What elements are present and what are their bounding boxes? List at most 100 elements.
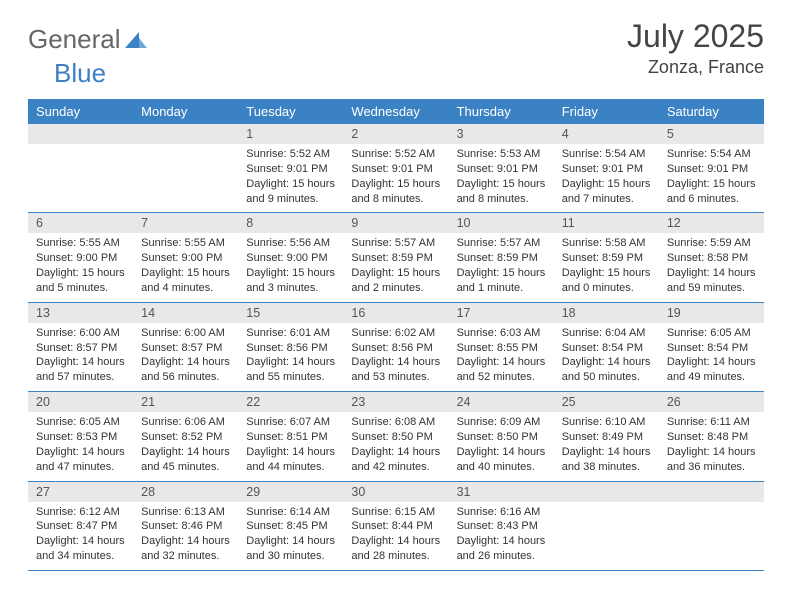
calendar-cell: 10Sunrise: 5:57 AMSunset: 8:59 PMDayligh… [449,213,554,302]
day-content: Sunrise: 6:11 AMSunset: 8:48 PMDaylight:… [659,412,764,480]
day-number: 15 [238,303,343,323]
day-content: Sunrise: 6:00 AMSunset: 8:57 PMDaylight:… [133,323,238,391]
calendar-cell: 7Sunrise: 5:55 AMSunset: 9:00 PMDaylight… [133,213,238,302]
day-content: Sunrise: 5:56 AMSunset: 9:00 PMDaylight:… [238,233,343,301]
day-content: Sunrise: 6:16 AMSunset: 8:43 PMDaylight:… [449,502,554,570]
day-number: 11 [554,213,659,233]
calendar-row: 20Sunrise: 6:05 AMSunset: 8:53 PMDayligh… [28,392,764,481]
day-number: 8 [238,213,343,233]
day-header: Monday [133,99,238,124]
calendar-cell: 11Sunrise: 5:58 AMSunset: 8:59 PMDayligh… [554,213,659,302]
day-content: Sunrise: 6:05 AMSunset: 8:54 PMDaylight:… [659,323,764,391]
day-content: Sunrise: 6:10 AMSunset: 8:49 PMDaylight:… [554,412,659,480]
day-number: 26 [659,392,764,412]
day-content: Sunrise: 6:03 AMSunset: 8:55 PMDaylight:… [449,323,554,391]
day-header: Sunday [28,99,133,124]
day-content: Sunrise: 5:52 AMSunset: 9:01 PMDaylight:… [238,144,343,212]
day-number: 24 [449,392,554,412]
day-number: 6 [28,213,133,233]
day-number: 7 [133,213,238,233]
day-content: Sunrise: 5:55 AMSunset: 9:00 PMDaylight:… [133,233,238,301]
day-number: 17 [449,303,554,323]
calendar-cell: 13Sunrise: 6:00 AMSunset: 8:57 PMDayligh… [28,302,133,391]
day-content: Sunrise: 6:04 AMSunset: 8:54 PMDaylight:… [554,323,659,391]
day-number: 3 [449,124,554,144]
day-header: Friday [554,99,659,124]
day-number: 13 [28,303,133,323]
day-content: Sunrise: 5:54 AMSunset: 9:01 PMDaylight:… [554,144,659,212]
calendar-cell: 26Sunrise: 6:11 AMSunset: 8:48 PMDayligh… [659,392,764,481]
day-number: 22 [238,392,343,412]
calendar-cell: 15Sunrise: 6:01 AMSunset: 8:56 PMDayligh… [238,302,343,391]
calendar-cell [554,481,659,570]
day-header: Thursday [449,99,554,124]
day-content: Sunrise: 5:52 AMSunset: 9:01 PMDaylight:… [343,144,448,212]
calendar-cell [133,124,238,213]
day-content: Sunrise: 6:02 AMSunset: 8:56 PMDaylight:… [343,323,448,391]
calendar-cell: 5Sunrise: 5:54 AMSunset: 9:01 PMDaylight… [659,124,764,213]
day-number: 27 [28,482,133,502]
calendar-cell: 25Sunrise: 6:10 AMSunset: 8:49 PMDayligh… [554,392,659,481]
day-content: Sunrise: 5:58 AMSunset: 8:59 PMDaylight:… [554,233,659,301]
day-content: Sunrise: 5:53 AMSunset: 9:01 PMDaylight:… [449,144,554,212]
calendar-row: 27Sunrise: 6:12 AMSunset: 8:47 PMDayligh… [28,481,764,570]
calendar-cell: 12Sunrise: 5:59 AMSunset: 8:58 PMDayligh… [659,213,764,302]
day-content: Sunrise: 6:07 AMSunset: 8:51 PMDaylight:… [238,412,343,480]
day-header: Saturday [659,99,764,124]
day-number: 29 [238,482,343,502]
day-number: 14 [133,303,238,323]
title-block: July 2025 Zonza, France [627,18,764,78]
day-header: Wednesday [343,99,448,124]
logo-text-2: Blue [54,58,106,89]
calendar-row: 1Sunrise: 5:52 AMSunset: 9:01 PMDaylight… [28,124,764,213]
month-title: July 2025 [627,18,764,55]
day-number [659,482,764,502]
day-number: 12 [659,213,764,233]
calendar-cell: 3Sunrise: 5:53 AMSunset: 9:01 PMDaylight… [449,124,554,213]
day-number: 18 [554,303,659,323]
calendar-cell: 28Sunrise: 6:13 AMSunset: 8:46 PMDayligh… [133,481,238,570]
calendar-cell: 2Sunrise: 5:52 AMSunset: 9:01 PMDaylight… [343,124,448,213]
day-number: 23 [343,392,448,412]
location: Zonza, France [627,57,764,78]
calendar-cell: 23Sunrise: 6:08 AMSunset: 8:50 PMDayligh… [343,392,448,481]
day-number [28,124,133,144]
day-content: Sunrise: 5:54 AMSunset: 9:01 PMDaylight:… [659,144,764,212]
calendar-cell: 16Sunrise: 6:02 AMSunset: 8:56 PMDayligh… [343,302,448,391]
calendar-cell: 18Sunrise: 6:04 AMSunset: 8:54 PMDayligh… [554,302,659,391]
calendar-cell: 17Sunrise: 6:03 AMSunset: 8:55 PMDayligh… [449,302,554,391]
calendar-table: Sunday Monday Tuesday Wednesday Thursday… [28,99,764,571]
day-number: 2 [343,124,448,144]
calendar-cell [659,481,764,570]
calendar-cell: 4Sunrise: 5:54 AMSunset: 9:01 PMDaylight… [554,124,659,213]
calendar-cell: 29Sunrise: 6:14 AMSunset: 8:45 PMDayligh… [238,481,343,570]
day-content: Sunrise: 5:59 AMSunset: 8:58 PMDaylight:… [659,233,764,301]
day-number: 20 [28,392,133,412]
calendar-cell: 20Sunrise: 6:05 AMSunset: 8:53 PMDayligh… [28,392,133,481]
day-number: 30 [343,482,448,502]
logo-triangle-icon [125,24,147,55]
calendar-row: 6Sunrise: 5:55 AMSunset: 9:00 PMDaylight… [28,213,764,302]
day-content: Sunrise: 6:14 AMSunset: 8:45 PMDaylight:… [238,502,343,570]
calendar-cell: 22Sunrise: 6:07 AMSunset: 8:51 PMDayligh… [238,392,343,481]
day-number: 21 [133,392,238,412]
day-number: 9 [343,213,448,233]
logo-text-1: General [28,24,121,55]
day-number: 25 [554,392,659,412]
day-content: Sunrise: 6:15 AMSunset: 8:44 PMDaylight:… [343,502,448,570]
calendar-cell: 24Sunrise: 6:09 AMSunset: 8:50 PMDayligh… [449,392,554,481]
calendar-cell: 30Sunrise: 6:15 AMSunset: 8:44 PMDayligh… [343,481,448,570]
day-content: Sunrise: 6:00 AMSunset: 8:57 PMDaylight:… [28,323,133,391]
calendar-cell: 27Sunrise: 6:12 AMSunset: 8:47 PMDayligh… [28,481,133,570]
day-number: 16 [343,303,448,323]
calendar-cell: 31Sunrise: 6:16 AMSunset: 8:43 PMDayligh… [449,481,554,570]
day-content: Sunrise: 6:13 AMSunset: 8:46 PMDaylight:… [133,502,238,570]
day-content: Sunrise: 5:55 AMSunset: 9:00 PMDaylight:… [28,233,133,301]
calendar-cell: 14Sunrise: 6:00 AMSunset: 8:57 PMDayligh… [133,302,238,391]
day-header-row: Sunday Monday Tuesday Wednesday Thursday… [28,99,764,124]
day-content: Sunrise: 6:09 AMSunset: 8:50 PMDaylight:… [449,412,554,480]
day-content: Sunrise: 5:57 AMSunset: 8:59 PMDaylight:… [449,233,554,301]
calendar-cell: 19Sunrise: 6:05 AMSunset: 8:54 PMDayligh… [659,302,764,391]
logo: General [28,24,149,55]
day-content: Sunrise: 6:12 AMSunset: 8:47 PMDaylight:… [28,502,133,570]
